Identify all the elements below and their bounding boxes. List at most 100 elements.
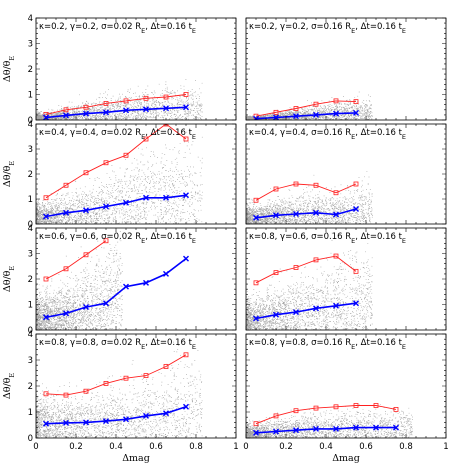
data-point: [293, 265, 299, 270]
data-point: [293, 106, 299, 111]
y-tick-label: 1: [28, 301, 33, 311]
point-cloud: [36, 341, 203, 438]
panel-annotation: κ=0.8, γ=0.6, σ=0.16 RE, Δt=0.16 tE: [249, 232, 406, 245]
panel-2-0: 0 1 2 3 4 κ=0.6, γ=0.6, σ=0.02 RE, Δt=0.16 tE…: [2, 224, 237, 336]
data-point: [63, 392, 69, 398]
series-line: [255, 405, 397, 425]
red-series: [43, 92, 189, 117]
y-tick-label: 0: [28, 116, 33, 126]
data-point: [83, 110, 89, 117]
data-point: [313, 425, 319, 432]
panel-annotation: κ=0.2, γ=0.2, σ=0.02 RE, Δt=0.16 tE: [39, 22, 196, 35]
x-tick-label: 0.8: [189, 442, 203, 452]
data-point: [63, 107, 69, 113]
data-point: [253, 214, 259, 221]
series-line: [255, 302, 357, 320]
y-axis-label: Δθ/θE: [2, 373, 16, 400]
y-tick-label: 1: [28, 195, 33, 205]
y-tick-label: 3: [28, 356, 33, 366]
data-point: [183, 352, 189, 358]
data-point: [273, 114, 279, 120]
ticks: [35, 17, 237, 121]
data-point: [163, 194, 169, 201]
y-tick-label: 1: [28, 91, 33, 101]
data-point: [293, 427, 299, 434]
data-point: [353, 424, 359, 431]
blue-series: [43, 104, 189, 120]
data-point: [103, 380, 109, 386]
series-line: [45, 124, 187, 199]
y-tick-label: 4: [28, 330, 33, 340]
data-point: [183, 192, 189, 199]
y-tick-label: 2: [28, 170, 33, 180]
y-axis-label: Δθ/θE: [2, 56, 16, 83]
data-point: [143, 136, 149, 142]
x-tick-label: 0.4: [109, 442, 123, 452]
data-point: [183, 136, 189, 142]
data-point: [253, 315, 259, 322]
series-line: [255, 208, 357, 219]
data-point: [83, 170, 89, 176]
y-tick-label: 0: [28, 434, 33, 444]
data-point: [313, 209, 319, 216]
x-tick-label: 0.2: [69, 442, 83, 452]
data-point: [313, 305, 319, 312]
data-point: [313, 182, 319, 188]
panel-frame: [35, 227, 237, 331]
data-point: [293, 408, 299, 414]
data-point: [353, 268, 359, 274]
panel-annotation: κ=0.4, γ=0.4, σ=0.02 RE, Δt=0.16 tE: [39, 128, 196, 141]
data-point: [103, 418, 109, 425]
y-tick-label: 0: [28, 326, 33, 336]
point-cloud: [36, 79, 203, 120]
y-tick-label: 4: [28, 224, 33, 234]
data-point: [273, 428, 279, 435]
data-point: [63, 310, 69, 317]
data-point: [43, 213, 49, 220]
data-point: [333, 302, 339, 309]
data-point: [143, 412, 149, 419]
blue-series: [43, 403, 189, 427]
data-point: [83, 304, 89, 311]
data-point: [83, 388, 89, 394]
x-tick-label: 0: [33, 442, 38, 452]
data-point: [163, 270, 169, 277]
data-point: [333, 253, 339, 259]
data-point: [143, 106, 149, 113]
data-point: [273, 413, 279, 419]
data-point: [293, 113, 299, 120]
ticks: [245, 123, 447, 225]
panel-frame: [245, 333, 447, 439]
data-point: [43, 391, 49, 397]
data-point: [353, 206, 359, 212]
data-point: [43, 314, 49, 321]
data-point: [333, 110, 339, 117]
data-point: [63, 266, 69, 272]
data-point: [83, 104, 89, 110]
ticks: [245, 227, 447, 331]
data-point: [143, 279, 149, 286]
series-line: [45, 257, 187, 319]
data-point: [163, 105, 169, 112]
data-point: [103, 109, 109, 116]
data-point: [83, 419, 89, 426]
ticks: [35, 123, 237, 225]
data-point: [333, 211, 339, 218]
data-point: [123, 199, 129, 206]
red-series: [43, 238, 109, 282]
data-point: [273, 186, 279, 192]
red-series: [253, 253, 359, 286]
data-point: [273, 311, 279, 318]
series-line: [255, 100, 357, 117]
data-point: [183, 255, 189, 262]
data-point: [313, 101, 319, 107]
data-point: [313, 405, 319, 411]
x-tick-label: 0.8: [399, 442, 413, 452]
data-point: [353, 403, 359, 408]
y-axis-label: Δθ/θE: [2, 161, 16, 188]
data-point: [103, 300, 109, 307]
series-line: [45, 106, 187, 119]
data-point: [293, 211, 299, 217]
ticks: [245, 333, 447, 439]
ticks: [35, 333, 237, 439]
